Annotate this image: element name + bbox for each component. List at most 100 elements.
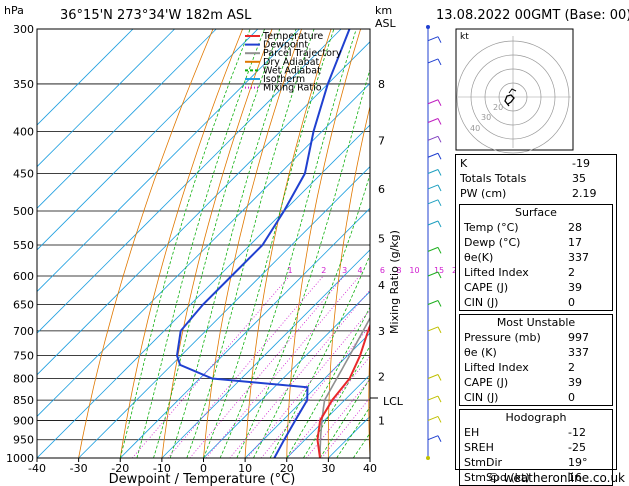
legend-label: Temperature [262, 31, 323, 42]
datetime-title: 13.08.2022 00GMT (Base: 00) [436, 8, 629, 23]
dewpoint-profile-point [327, 83, 329, 85]
isotherm-line [37, 29, 259, 251]
temperature-tick-label: 10 [238, 462, 252, 475]
mixing-ratio-line [131, 275, 290, 458]
dewpoint-profile-point [312, 130, 315, 133]
temperature-profile-point [450, 131, 452, 133]
mixing-ratio-line [260, 325, 370, 458]
wet-adiabat-line [186, 29, 315, 458]
mixing-ratio-label: 2 [321, 266, 326, 275]
mixing-ratio-label: 3 [342, 266, 347, 275]
wind-barb-column [426, 25, 442, 460]
km-tick-label: 5 [378, 232, 385, 245]
surface-row: θe(K) 337 [464, 251, 589, 264]
km-tick-label: 3 [378, 325, 385, 338]
hodo-row: EH -12 [464, 426, 586, 439]
mixing-ratio-label: 6 [380, 266, 385, 275]
hodo-row: StmDir 19° [464, 456, 588, 469]
km-tick-label: 1 [378, 414, 385, 427]
isotherm-line [244, 332, 370, 458]
dewpoint-profile-point [306, 399, 308, 401]
hpa-label: hPa [4, 4, 24, 17]
temperature-tick-label: -30 [70, 462, 88, 475]
temperature-tick-label: 20 [280, 462, 294, 475]
isotherm-line [37, 29, 342, 334]
mixing-ratio-label: 4 [357, 266, 362, 275]
temperature-profile-point [403, 244, 405, 246]
wet-adiabat-line [269, 254, 370, 458]
wet-adiabat-line [136, 29, 265, 458]
wet-adiabat-line [169, 29, 297, 458]
wind-barb [427, 152, 442, 160]
legend-label: Wet Adiabat [263, 65, 321, 76]
legend-label: Isotherm [263, 74, 305, 85]
mixing-ratio-label: 1 [288, 266, 293, 275]
wind-barb [427, 246, 442, 254]
mixing-ratio-line [246, 309, 370, 458]
mu-row: CAPE (J) 39 [464, 376, 582, 389]
isotherm-line [37, 29, 217, 209]
temperature-profile [316, 322, 370, 458]
location-title: 36°15'N 273°34'W 182m ASL [60, 8, 252, 23]
temperature-tick-label: 0 [200, 462, 207, 475]
legend-label: Mixing Ratio [263, 83, 322, 94]
pressure-tick-label: 700 [13, 325, 34, 338]
wet-adiabat-line [286, 306, 370, 458]
pressure-tick-label: 950 [13, 434, 34, 447]
legend-label: Dewpoint [263, 40, 308, 51]
isotherm-line [161, 249, 370, 458]
km-tick-label: 4 [378, 279, 385, 292]
mixing-ratio-axis-title: Mixing Ratio (g/kg) [388, 230, 401, 334]
km-tick-label: 7 [378, 134, 385, 147]
wet-adiabat-line [153, 29, 281, 458]
mu-row: CIN (J) 0 [464, 391, 575, 404]
dewpoint-profile-point [294, 419, 296, 422]
surface-section: Surface Temp (°C) 28 Dewp (°C) 17 θe(K) 337… [459, 204, 613, 311]
pressure-tick-label: 800 [13, 372, 34, 385]
mixing-ratio-label: 10 [409, 266, 419, 275]
dry-adiabat-line [203, 29, 302, 458]
temperature-tick-label: -20 [111, 462, 129, 475]
isotherm-line [37, 124, 370, 458]
temperature-profile-point [367, 330, 369, 332]
surface-row: Lifted Index 2 [464, 266, 575, 279]
wet-adiabat-line [119, 29, 251, 458]
dewpoint-profile-point [283, 210, 285, 212]
temperature-profile-point [316, 438, 319, 441]
x-axis-title: Dewpoint / Temperature (°C) [109, 472, 296, 486]
surface-row: Temp (°C) 28 [464, 221, 582, 234]
dry-adiabat-line [368, 338, 370, 458]
mu-row: Pressure (mb) 997 [464, 331, 589, 344]
isotherm-line [286, 374, 370, 458]
dewpoint-profile-point [304, 172, 306, 175]
temperature-profile-point [416, 210, 418, 212]
hodo-row: StmSpd (kt) 16 [464, 471, 582, 484]
pressure-tick-label: 400 [13, 126, 34, 139]
wind-barb [427, 374, 442, 381]
mixing-ratio-label: 8 [396, 266, 401, 275]
wet-adiabat-line [236, 67, 370, 458]
dry-adiabat-line [161, 29, 273, 458]
surface-row: CAPE (J) 39 [464, 281, 582, 294]
watermark: © weatheronline.co.uk [488, 471, 625, 485]
pressure-tick-label: 450 [13, 167, 34, 180]
wind-top-marker [426, 25, 430, 29]
pressure-tick-label: 500 [13, 205, 34, 218]
mixing-ratio-line [286, 355, 370, 458]
surface-title: Surface [515, 206, 557, 219]
isotherm-line [78, 166, 370, 458]
mixing-ratio-label: 15 [434, 266, 444, 275]
isotherm-line [37, 29, 300, 293]
temperature-profile-point [348, 377, 351, 380]
isotherm-line [37, 29, 175, 168]
index-row-totals: Totals Totals 35 [460, 172, 586, 185]
pressure-tick-label: 650 [13, 299, 34, 312]
index-row-k: K -19 [460, 157, 590, 170]
temperature-tick-label: -10 [153, 462, 171, 475]
wind-barb [427, 415, 442, 423]
basic-indices: K -19 Totals Totals 35 PW (cm) 2.19 [456, 155, 616, 201]
most-unstable-title: Most Unstable [496, 316, 576, 329]
index-row-pw: PW (cm) 2.19 [460, 187, 597, 200]
mixing-ratio-line [167, 275, 324, 458]
